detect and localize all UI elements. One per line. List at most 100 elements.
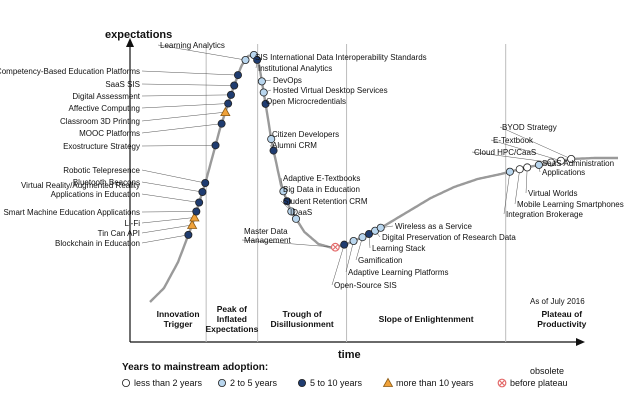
legend-label: more than 10 years: [396, 378, 474, 388]
technology-dot: [365, 229, 374, 238]
technology-label: Learning Stack: [372, 244, 426, 253]
leader-line: [141, 181, 203, 193]
technology-dot: [358, 233, 367, 242]
technology-label: Open-Source SIS: [334, 281, 397, 290]
technology-label: Affective Computing: [69, 104, 140, 113]
technology-label: Citizen Developers: [272, 130, 339, 139]
technology-dots: [184, 51, 576, 252]
leader-line: [157, 44, 246, 61]
leader-line: [345, 240, 354, 273]
technology-label: Cloud HPC/CaaS: [474, 148, 536, 157]
technology-label: SaaS SIS: [105, 80, 140, 89]
legend-label: before plateau: [510, 378, 568, 388]
technology-label: Digital Preservation of Research Data: [382, 233, 516, 242]
technology-label: Big Data in Education: [283, 185, 360, 194]
phase-label: Slope of Enlightenment: [379, 314, 474, 324]
technology-dot: [267, 135, 276, 144]
technology-label: Master Data Management: [244, 227, 291, 245]
legend-marker: [122, 378, 131, 387]
technology-dot: [279, 187, 288, 196]
technology-dot: [376, 223, 385, 232]
technology-dot: [217, 119, 226, 128]
technology-dot: [241, 56, 250, 65]
y-axis-arrow: [126, 38, 134, 47]
technology-label: SIS International Data Interoperability …: [255, 53, 427, 62]
technology-label: Tin Can API: [98, 229, 140, 238]
leader-line: [490, 139, 561, 161]
technology-label: BYOD Strategy: [502, 123, 557, 132]
legend-marker: [217, 378, 226, 387]
technology-dot: [523, 163, 532, 172]
technology-dot: [547, 158, 556, 167]
technology-dot: [505, 167, 514, 176]
technology-label: Li-Fi: [124, 219, 140, 228]
technology-dot: [211, 141, 220, 150]
leader-line: [141, 169, 206, 184]
technology-label: Smart Machine Education Applications: [3, 208, 140, 217]
leader-line: [141, 94, 231, 97]
technology-label: Digital Assessment: [72, 92, 140, 101]
phase-label: Plateau of Productivity: [537, 309, 586, 329]
technology-dot: [186, 219, 198, 229]
technology-dot: [192, 207, 201, 216]
technology-dot: [349, 236, 358, 245]
leader-line: [141, 83, 235, 86]
technology-label: Competency-Based Education Platforms: [0, 67, 140, 76]
technology-label: Virtual Worlds: [528, 189, 578, 198]
legend: less than 2 years 2 to 5 years 5 to 10 yea…: [122, 366, 568, 388]
technology-label: Blockchain in Education: [55, 239, 140, 248]
technology-label: SaaS Administration Applications: [542, 159, 614, 177]
technology-dot: [233, 71, 242, 80]
technology-dot: [230, 81, 239, 90]
technology-dot: [220, 106, 231, 117]
technology-label: Integration Brokerage: [506, 210, 583, 219]
technology-dot: [261, 99, 270, 108]
technology-label: Wireless as a Service: [395, 222, 472, 231]
technology-label: Alumni CRM: [272, 141, 317, 150]
leader-line: [141, 111, 226, 122]
leader-line: [141, 145, 216, 147]
legend-marker: [497, 378, 507, 388]
technology-label: E-Textbook: [493, 136, 534, 145]
technology-dot: [340, 240, 349, 249]
technology-dot: [330, 242, 340, 252]
technology-dot: [567, 154, 576, 163]
technology-dot: [515, 165, 524, 174]
technology-label: Classroom 3D Printing: [60, 117, 140, 126]
technology-label: DevOps: [273, 76, 302, 85]
technology-label: Hosted Virtual Desktop Services: [273, 86, 388, 95]
technology-label: Learning Analytics: [160, 41, 225, 50]
leader-line: [503, 171, 511, 215]
leader-line: [141, 234, 189, 244]
leader-line: [331, 244, 345, 286]
x-axis-title: time: [338, 349, 361, 361]
legend-title: Years to mainstream adoption:: [122, 362, 268, 373]
leader-line: [141, 70, 238, 76]
technology-label: Bluetooth Beacons: [73, 178, 140, 187]
technology-dot: [224, 99, 233, 108]
x-axis-arrow: [576, 338, 585, 346]
technology-label: Gamification: [358, 256, 402, 265]
leader-line: [141, 217, 195, 224]
technology-dot: [226, 90, 235, 99]
technology-dot: [253, 55, 262, 64]
leader-line: [141, 103, 229, 109]
technology-dot: [292, 214, 301, 223]
phase-dividers: [205, 44, 507, 342]
technology-dot: [259, 88, 268, 97]
technology-label: Exostructure Strategy: [63, 142, 140, 151]
as-of-label: As of July 2016: [530, 297, 585, 306]
technology-dot: [198, 187, 207, 196]
technology-dot: [556, 156, 565, 165]
technology-dot: [195, 198, 204, 207]
leader-line: [141, 123, 222, 134]
technology-label: Institutional Analytics: [258, 64, 332, 73]
leader-line: [471, 151, 552, 163]
technology-label: Open Microcredentials: [266, 97, 346, 106]
technology-dot: [283, 197, 292, 206]
technology-label: Student Retention CRM: [283, 197, 368, 206]
leader-line: [141, 211, 197, 213]
technology-dot: [257, 77, 266, 86]
